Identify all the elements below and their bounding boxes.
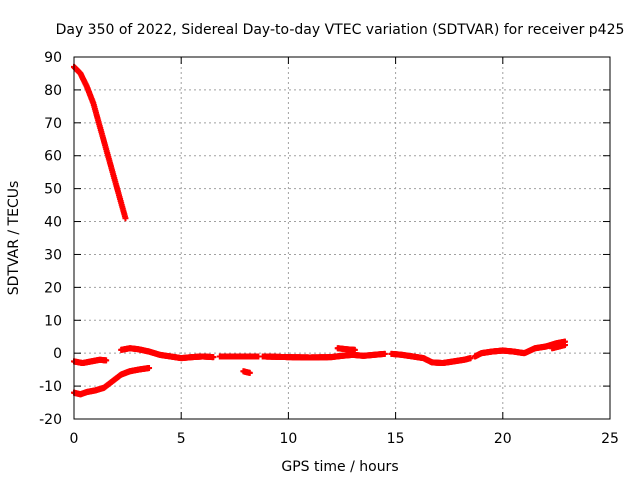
data-point: [103, 357, 110, 364]
y-tick-label: 80: [44, 83, 62, 99]
data-point: [467, 355, 474, 362]
y-tick-label: 0: [53, 346, 62, 362]
data-point: [210, 354, 217, 361]
y-tick-label: -20: [39, 412, 62, 428]
x-tick-label: 10: [279, 431, 297, 447]
axis-ticks: [73, 56, 611, 420]
y-tick-label: -10: [39, 379, 62, 395]
data-point: [122, 215, 129, 222]
chart-title: Day 350 of 2022, Sidereal Day-to-day VTE…: [56, 22, 625, 38]
series-2: [71, 338, 568, 376]
x-tick-label: 5: [177, 431, 186, 447]
x-tick-label: 15: [387, 431, 405, 447]
x-tick-label: 0: [70, 431, 79, 447]
y-tick-label: 20: [44, 280, 62, 296]
data-point: [381, 350, 388, 357]
plot-frame: [73, 56, 611, 420]
x-tick-label: 20: [494, 431, 512, 447]
y-tick-label: 50: [44, 182, 62, 198]
data-point: [351, 346, 358, 353]
y-axis-label: SDTVAR / TECUs: [6, 181, 22, 296]
tick-labels: 0 5 10 15 20 25 -20 -10 0 10 20 30 40 50 60 70 80 90: [39, 50, 619, 447]
y-tick-label: 60: [44, 149, 62, 165]
y-tick-label: 90: [44, 50, 62, 66]
data-point: [246, 369, 253, 376]
y-tick-label: 30: [44, 247, 62, 263]
x-tick-label: 25: [601, 431, 619, 447]
y-tick-label: 10: [44, 313, 62, 329]
series-1: [71, 364, 153, 398]
data-point: [561, 341, 568, 348]
series-0: [71, 63, 129, 222]
y-tick-label: 40: [44, 215, 62, 231]
data-points: [71, 63, 568, 398]
data-point: [146, 364, 153, 371]
y-tick-label: 70: [44, 116, 62, 132]
x-axis-label: GPS time / hours: [281, 459, 398, 475]
